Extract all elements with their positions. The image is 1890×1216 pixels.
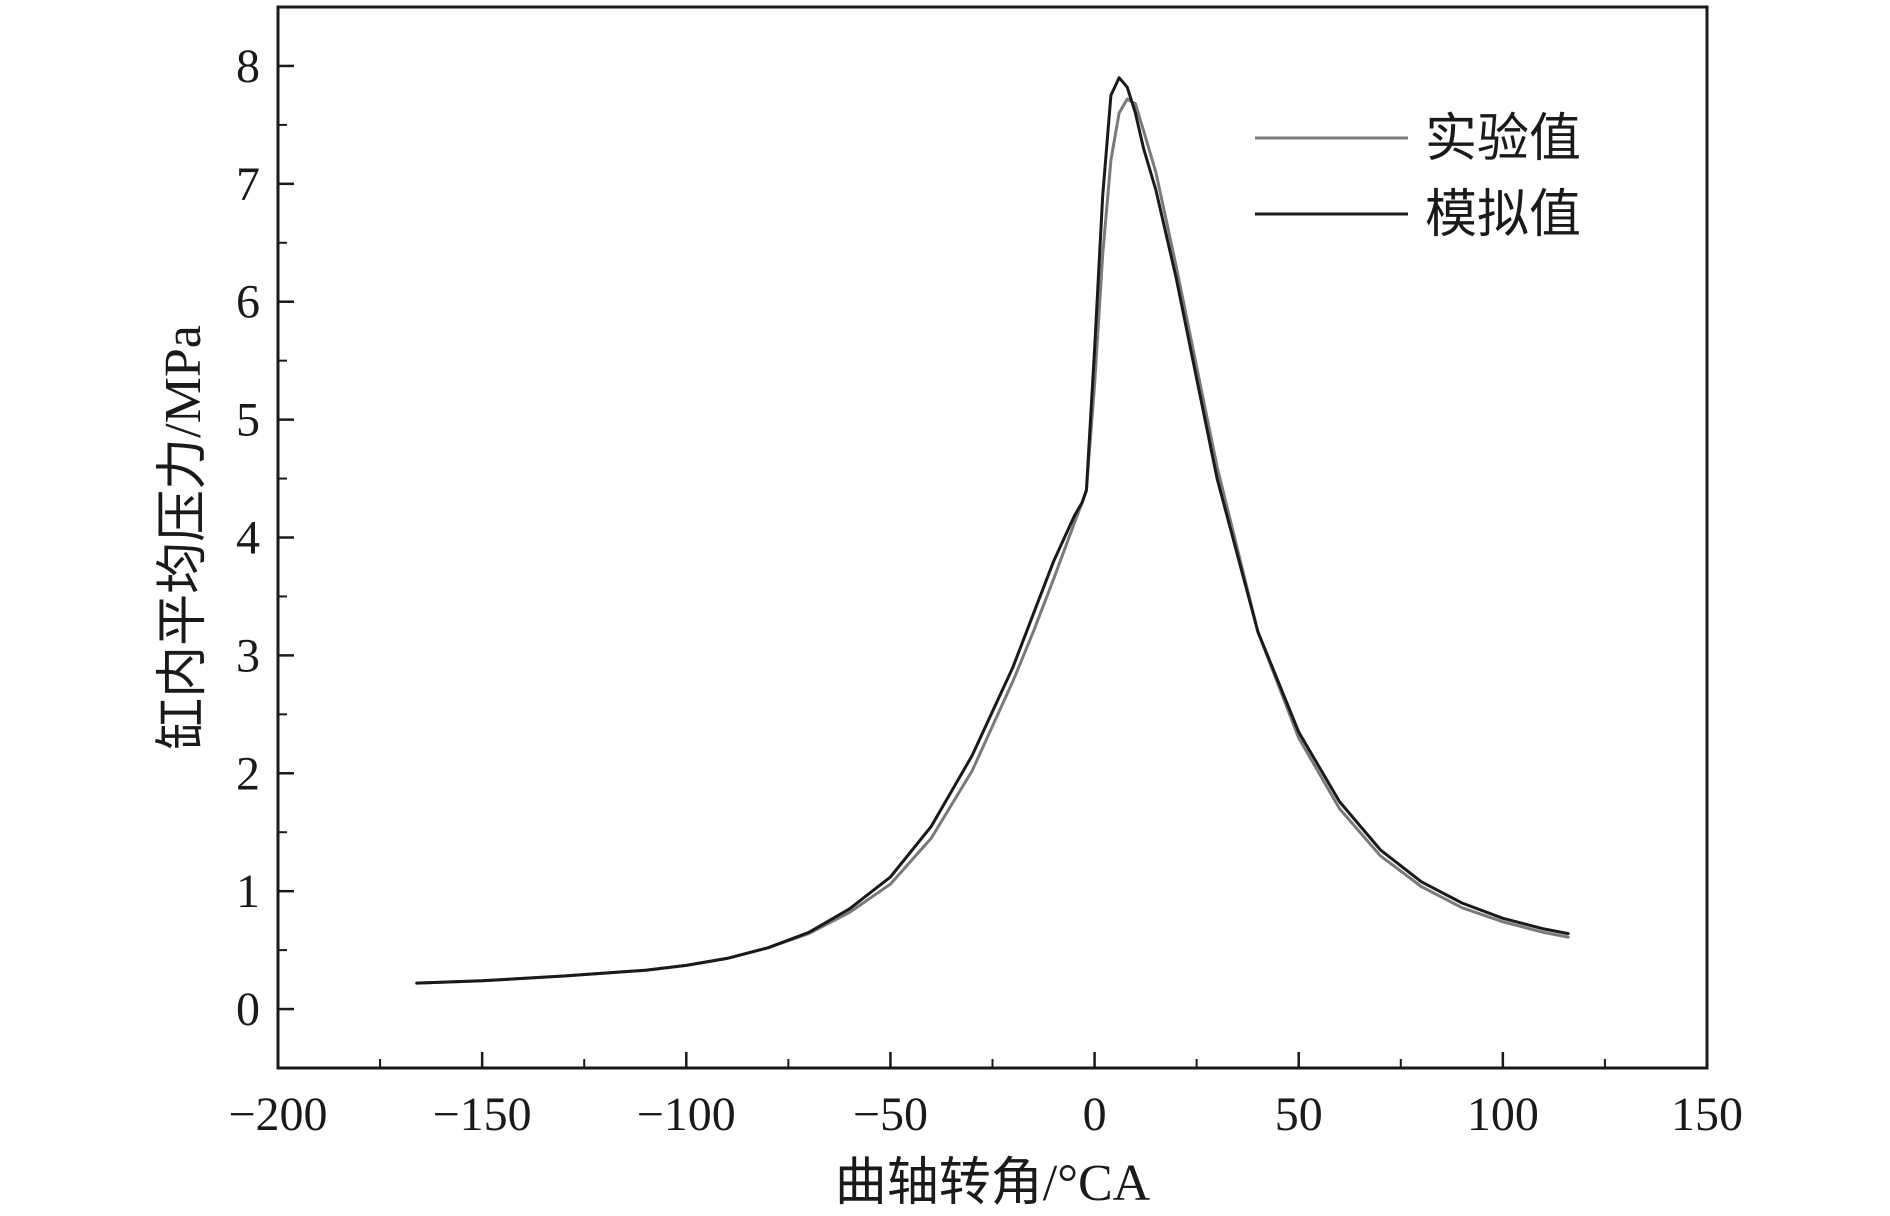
y-tick-label: 7 [236,158,260,211]
x-tick-label: 150 [1671,1088,1743,1141]
y-tick-label: 1 [236,865,260,918]
plot-area-group: −200 −150 −100 −50 0 50 100 150 0 1 2 3 4 5 6 7 8 [228,5,1743,1141]
x-tick-label: −200 [228,1088,327,1141]
y-tick-label: 6 [236,276,260,329]
y-tick-label: 4 [236,512,260,565]
x-tick-label: −150 [433,1088,532,1141]
x-tick-label: 0 [1083,1088,1107,1141]
y-axis-label: 缸内平均压力/MPa [154,325,212,750]
y-tick-label: 5 [236,394,260,447]
x-tick-label: 100 [1467,1088,1539,1141]
y-tick-label: 3 [236,629,260,682]
y-tick-label: 8 [236,40,260,93]
series-line-simulated [415,76,1570,985]
legend-label: 模拟值 [1425,187,1581,244]
y-tick-label: 0 [236,983,260,1036]
y-tick-label: 2 [236,747,260,800]
x-axis-label: 曲轴转角/°CA [835,1155,1151,1212]
x-tick-label: −100 [637,1088,736,1141]
x-tick-label: −50 [853,1088,928,1141]
x-tick-label: 50 [1275,1088,1323,1141]
series-line-experimental [415,97,1570,985]
legend-label: 实验值 [1425,111,1581,168]
